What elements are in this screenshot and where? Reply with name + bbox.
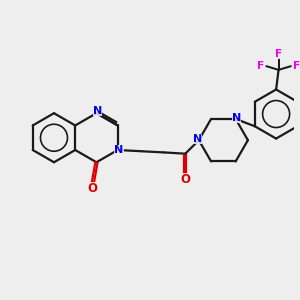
Text: N: N xyxy=(232,113,242,123)
Text: F: F xyxy=(293,61,300,71)
Text: F: F xyxy=(256,61,264,71)
Text: O: O xyxy=(180,173,190,186)
Text: N: N xyxy=(114,145,124,155)
Text: F: F xyxy=(275,50,282,59)
Text: N: N xyxy=(93,106,102,116)
Text: O: O xyxy=(88,182,98,195)
Text: N: N xyxy=(193,134,202,144)
